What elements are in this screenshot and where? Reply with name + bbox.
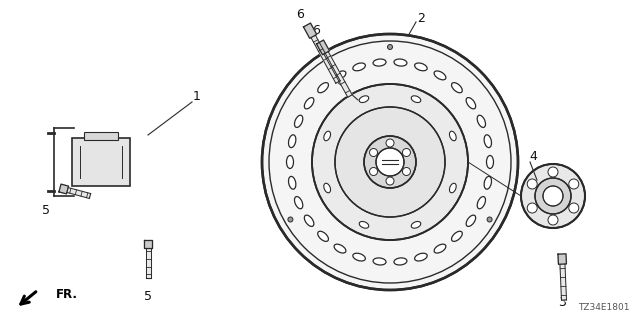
Ellipse shape <box>394 258 407 265</box>
Ellipse shape <box>452 83 462 93</box>
Ellipse shape <box>484 135 492 148</box>
Ellipse shape <box>373 258 386 265</box>
Circle shape <box>548 167 558 177</box>
Ellipse shape <box>324 131 330 141</box>
Polygon shape <box>67 188 91 198</box>
Ellipse shape <box>289 135 296 148</box>
Ellipse shape <box>317 83 328 93</box>
Ellipse shape <box>449 131 456 141</box>
Ellipse shape <box>412 221 420 228</box>
Ellipse shape <box>334 244 346 253</box>
Ellipse shape <box>466 98 476 109</box>
Circle shape <box>527 179 537 189</box>
Ellipse shape <box>486 156 493 169</box>
Ellipse shape <box>359 96 369 102</box>
Ellipse shape <box>353 63 365 71</box>
Circle shape <box>369 148 378 156</box>
Circle shape <box>376 148 404 176</box>
Text: 3: 3 <box>558 295 566 308</box>
Text: 5: 5 <box>42 204 50 217</box>
Circle shape <box>569 203 579 213</box>
Ellipse shape <box>373 59 386 66</box>
Circle shape <box>487 217 492 222</box>
Circle shape <box>521 164 585 228</box>
Polygon shape <box>558 254 566 264</box>
Ellipse shape <box>477 196 486 209</box>
Polygon shape <box>59 184 68 194</box>
Polygon shape <box>324 52 352 97</box>
Ellipse shape <box>415 253 427 261</box>
Ellipse shape <box>294 196 303 209</box>
Ellipse shape <box>449 183 456 193</box>
Circle shape <box>387 44 392 50</box>
Circle shape <box>527 203 537 213</box>
Polygon shape <box>144 240 152 248</box>
Ellipse shape <box>289 176 296 189</box>
Ellipse shape <box>412 96 420 102</box>
Polygon shape <box>317 40 330 55</box>
Ellipse shape <box>434 71 446 80</box>
Circle shape <box>548 215 558 225</box>
Text: 4: 4 <box>529 149 537 163</box>
Circle shape <box>386 139 394 147</box>
Ellipse shape <box>305 98 314 109</box>
Circle shape <box>335 107 445 217</box>
Circle shape <box>288 217 293 222</box>
Circle shape <box>569 179 579 189</box>
Ellipse shape <box>477 115 486 127</box>
Ellipse shape <box>466 215 476 227</box>
Bar <box>72 138 130 186</box>
Circle shape <box>403 167 410 175</box>
Text: 6: 6 <box>296 7 304 20</box>
Circle shape <box>369 167 378 175</box>
Bar <box>84 132 118 140</box>
Ellipse shape <box>359 221 369 228</box>
Polygon shape <box>303 23 317 38</box>
Circle shape <box>535 178 571 214</box>
Ellipse shape <box>434 244 446 253</box>
Text: TZ34E1801: TZ34E1801 <box>579 303 630 313</box>
Ellipse shape <box>394 59 407 66</box>
Circle shape <box>403 148 410 156</box>
Ellipse shape <box>334 71 346 80</box>
Ellipse shape <box>484 176 492 189</box>
Ellipse shape <box>353 253 365 261</box>
Circle shape <box>364 136 416 188</box>
Ellipse shape <box>317 231 328 241</box>
Text: 2: 2 <box>417 12 425 25</box>
Circle shape <box>386 177 394 185</box>
Ellipse shape <box>324 183 330 193</box>
Circle shape <box>543 186 563 206</box>
Ellipse shape <box>415 63 427 71</box>
Text: FR.: FR. <box>56 287 78 300</box>
Circle shape <box>312 84 468 240</box>
Ellipse shape <box>294 115 303 127</box>
Ellipse shape <box>287 156 294 169</box>
Text: 6: 6 <box>312 23 320 36</box>
Text: 1: 1 <box>193 91 201 103</box>
Ellipse shape <box>305 215 314 227</box>
Polygon shape <box>145 248 150 278</box>
Circle shape <box>262 34 518 290</box>
Text: 5: 5 <box>144 290 152 302</box>
Polygon shape <box>311 35 340 83</box>
Ellipse shape <box>452 231 462 241</box>
Polygon shape <box>560 264 566 300</box>
